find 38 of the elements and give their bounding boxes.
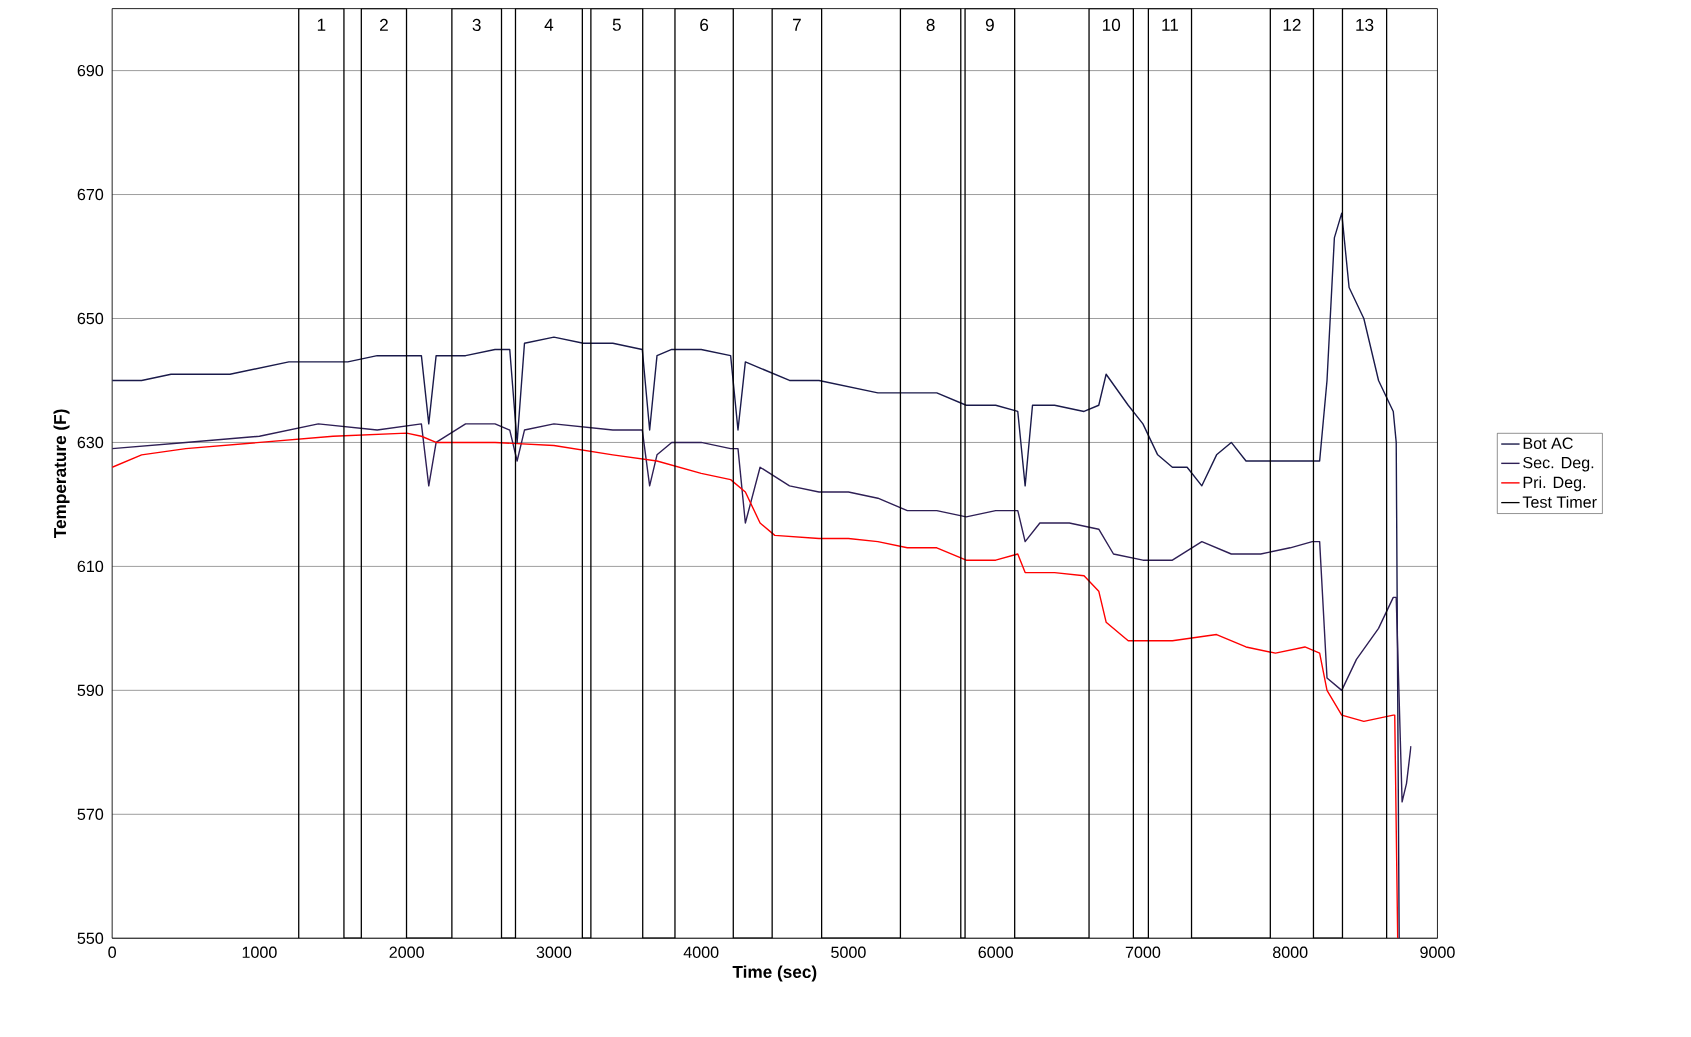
y-tick-label: 630 [77, 436, 104, 448]
x-tick-label: 9000 [1420, 946, 1455, 958]
legend-label: Sec. Deg. [1523, 456, 1594, 472]
y-tick-label: 570 [77, 808, 104, 820]
annotation: 11 [1162, 18, 1179, 31]
line-series [112, 422, 1412, 803]
x-tick-label: 5000 [831, 946, 866, 958]
x-tick-label: 6000 [978, 946, 1013, 958]
x-axis-title: Time (sec) [732, 965, 817, 982]
annotation: 9 [985, 18, 994, 31]
y-tick-label: 650 [77, 312, 104, 324]
annotation: 12 [1283, 18, 1301, 31]
legend-label: Test Timer [1522, 495, 1597, 508]
y-tick-label: 690 [77, 64, 104, 77]
y-tick-label: 670 [77, 188, 104, 201]
x-tick-label: 3000 [536, 946, 572, 958]
annotation: 7 [792, 18, 801, 31]
annotation: 4 [544, 18, 554, 31]
x-tick-label: 0 [108, 946, 117, 958]
x-tick-label: 7000 [1125, 946, 1161, 958]
annotation: 10 [1102, 18, 1121, 31]
x-tick-label: 4000 [683, 946, 719, 958]
y-axis-title: Temperature (F) [53, 409, 70, 538]
annotation: 6 [700, 18, 709, 31]
annotation: 5 [612, 18, 621, 31]
annotation: 8 [926, 18, 935, 31]
legend-label: Bot AC [1523, 437, 1573, 449]
y-tick-label: 590 [77, 684, 104, 696]
annotation: 2 [380, 18, 388, 31]
x-tick-label: 1000 [242, 946, 277, 958]
x-tick-label: 8000 [1272, 946, 1308, 958]
annotation: 3 [472, 18, 481, 31]
x-tick-label: 2000 [389, 946, 424, 958]
y-tick-label: 550 [77, 932, 104, 944]
annotation: 1 [317, 18, 326, 31]
legend-label: Pri. Deg. [1523, 476, 1586, 492]
y-tick-label: 610 [77, 560, 104, 572]
annotation: 13 [1356, 18, 1374, 31]
